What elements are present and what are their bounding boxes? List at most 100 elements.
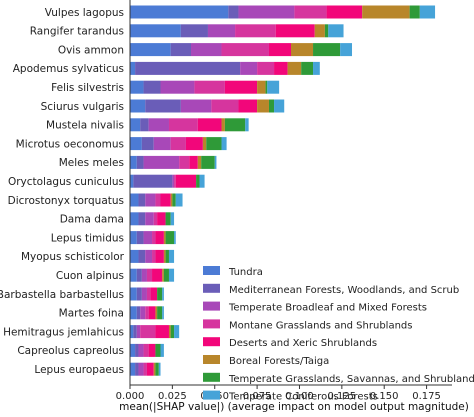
- category-label: Mustela nivalis: [46, 120, 124, 132]
- bar-segment: [153, 362, 156, 376]
- bar-segment: [130, 43, 171, 57]
- category-label: Microtus oeconomus: [16, 138, 124, 150]
- legend-label: Mediterranean Forests, Woodlands, and Sc…: [229, 285, 459, 296]
- bar-segment: [214, 155, 217, 169]
- bar-segment: [152, 249, 156, 263]
- bar-segment: [274, 61, 288, 75]
- bar-segment: [228, 5, 239, 19]
- bar-segment: [221, 43, 269, 57]
- bar-segment: [194, 80, 225, 94]
- bar-segment: [362, 5, 410, 19]
- bar-segment: [202, 137, 207, 151]
- category-label: Cuon alpinus: [56, 270, 124, 282]
- bar-segment: [274, 99, 285, 113]
- bar-segment: [130, 5, 229, 19]
- bar-segment: [150, 287, 158, 301]
- bar-segment: [155, 231, 164, 245]
- category-label: Lepus europaeus: [34, 364, 124, 376]
- bar-segment: [130, 118, 141, 132]
- bar-segment: [140, 306, 146, 320]
- bar-segment: [152, 268, 163, 282]
- bar-segment: [130, 155, 137, 169]
- bar-segment: [155, 193, 161, 207]
- bar-segment: [172, 174, 175, 188]
- bar-segment: [165, 231, 175, 245]
- category-labels: Vulpes lagopus Rangifer tarandus Ovis ammo…: [0, 7, 125, 376]
- bar-segment: [224, 118, 246, 132]
- bar-segment: [257, 61, 275, 75]
- bar-segment: [140, 325, 156, 339]
- bar-segment: [136, 155, 144, 169]
- bar-segment: [301, 61, 314, 75]
- bar-segment: [221, 118, 225, 132]
- bar-segment: [138, 212, 146, 226]
- bar-segment: [130, 24, 181, 38]
- bar-segment: [146, 287, 151, 301]
- bar-segment: [180, 24, 208, 38]
- x-tick-label: 0.025: [158, 391, 187, 402]
- bar-segment: [174, 174, 176, 188]
- bar-segment: [238, 99, 258, 113]
- bar-segment: [146, 362, 154, 376]
- bar-segment: [130, 306, 137, 320]
- x-tick-label: 0.075: [243, 391, 272, 402]
- bar-segment: [268, 99, 275, 113]
- bar-segment: [326, 5, 363, 19]
- bar-segment: [165, 249, 169, 263]
- bar-segment: [201, 155, 215, 169]
- bar-segment: [207, 24, 236, 38]
- bar-segment: [130, 231, 137, 245]
- bar-segment: [172, 193, 176, 207]
- bar-segment: [138, 362, 144, 376]
- legend-label: Boreal Forests/Taiga: [229, 356, 329, 367]
- bar-segment: [268, 43, 291, 57]
- legend-label: Deserts and Xeric Shrublands: [229, 338, 377, 349]
- bar-segment: [130, 137, 142, 151]
- x-tick-label: 0.150: [370, 391, 399, 402]
- bar-segment: [265, 80, 268, 94]
- category-label: Oryctolagus cuniculus: [8, 176, 124, 188]
- bar-segment: [185, 137, 203, 151]
- bar-segment: [162, 287, 164, 301]
- bar-segment: [206, 137, 222, 151]
- bar-segment: [141, 268, 147, 282]
- bar-segment: [146, 268, 153, 282]
- bar-segment: [170, 325, 175, 339]
- bar-segment: [163, 231, 166, 245]
- bar-segment: [145, 99, 181, 113]
- bar-segment: [135, 362, 139, 376]
- bar-segment: [175, 174, 197, 188]
- bar-segment: [340, 43, 353, 57]
- x-tick-label: 0.175: [412, 391, 441, 402]
- bar-segment: [314, 24, 325, 38]
- bar-segment: [287, 61, 302, 75]
- bar-segment: [143, 343, 149, 357]
- bar-segment: [163, 268, 169, 282]
- x-tick-label: 0.100: [285, 391, 314, 402]
- bar-segment: [158, 362, 161, 376]
- bar-segment: [135, 61, 241, 75]
- bar-segment: [130, 212, 139, 226]
- bar-segment: [145, 249, 153, 263]
- category-label: Felis silvestris: [51, 82, 124, 94]
- bar-segment: [165, 212, 171, 226]
- bar-segment: [130, 325, 134, 339]
- bar-segment: [155, 325, 169, 339]
- bar-segment: [162, 268, 164, 282]
- legend-label: Temperate Grasslands, Savannas, and Shru…: [228, 374, 474, 385]
- bar-segment: [170, 137, 186, 151]
- bar-segment: [257, 80, 266, 94]
- bar-segment: [235, 24, 276, 38]
- bar-segment: [267, 80, 280, 94]
- bar-segment: [141, 137, 154, 151]
- category-label: Apodemus sylvaticus: [13, 63, 124, 75]
- bar-segment: [148, 306, 156, 320]
- bar-segment: [160, 193, 171, 207]
- bar-segment: [138, 249, 146, 263]
- category-label: Meles meles: [59, 157, 124, 169]
- bar-segment: [211, 99, 239, 113]
- legend-swatch: [203, 355, 220, 364]
- bar-segment: [130, 249, 139, 263]
- legend-swatch: [203, 390, 220, 400]
